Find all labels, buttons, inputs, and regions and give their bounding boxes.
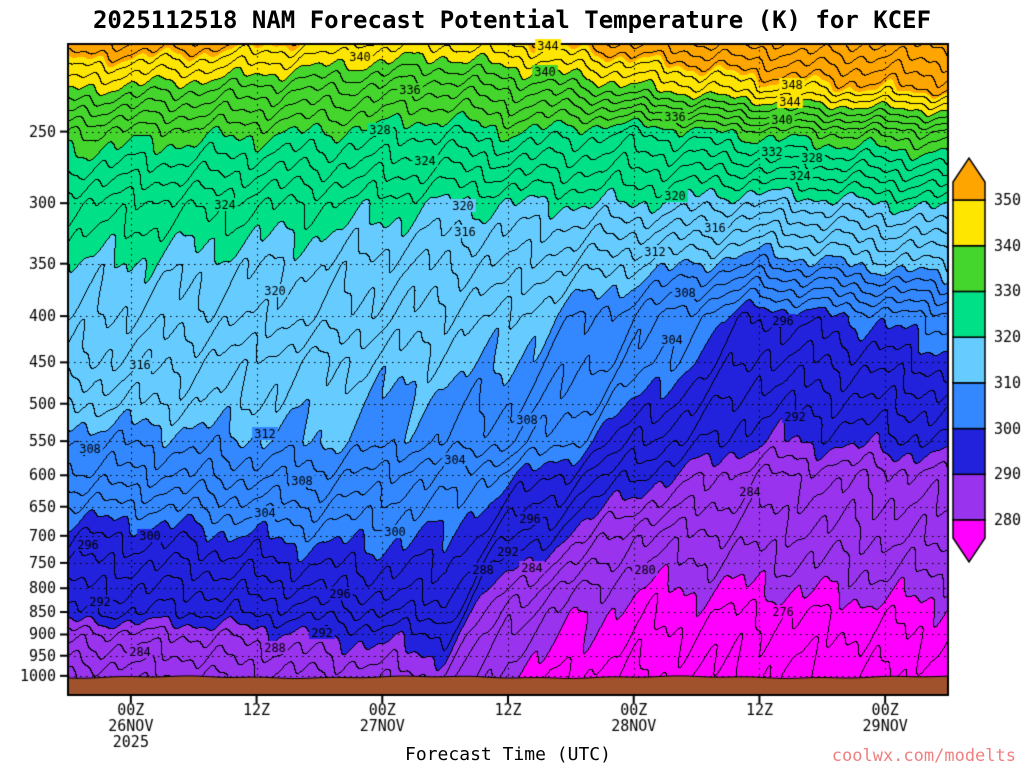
chart-title: 2025112518 NAM Forecast Potential Temper… [92, 6, 932, 34]
watermark: coolwx.com/modelts [831, 746, 1016, 766]
x-axis-title: Forecast Time (UTC) [405, 744, 611, 765]
